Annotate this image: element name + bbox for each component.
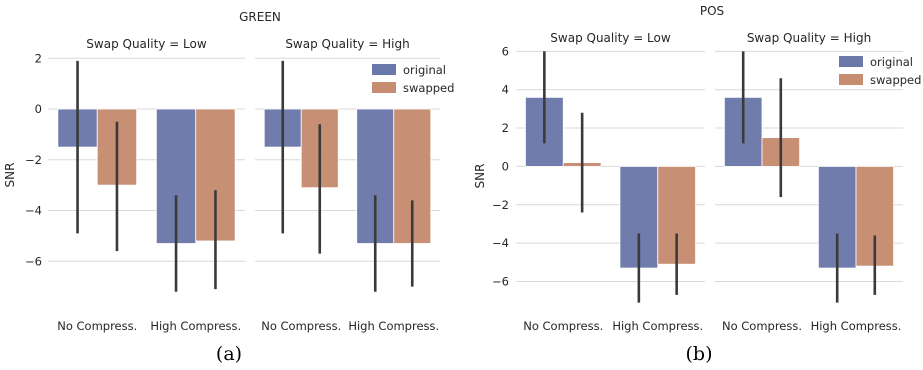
panel-low: Swap Quality = Low No Compress. High Compr… (48, 37, 245, 333)
y-tick-label: −6 (25, 254, 42, 268)
y-tick-label: 2 (502, 121, 509, 135)
panel-title: Swap Quality = Low (86, 37, 207, 51)
legend-label-original: original (403, 63, 446, 77)
y-tick-label: −6 (492, 274, 509, 288)
chart-title: POS (700, 4, 724, 18)
y-tick-label: −2 (25, 153, 42, 167)
chart-title: GREEN (239, 10, 281, 24)
panel-high: Swap Quality = High No Compress. High Comp… (255, 37, 454, 333)
x-tick-label: No Compress. (722, 319, 802, 333)
y-tick-label: −4 (25, 204, 42, 218)
legend-swatch-swapped (372, 82, 396, 93)
legend: original swapped (372, 63, 454, 95)
y-axis-label: SNR (3, 163, 17, 188)
panel-high: Swap Quality = High No Compress. High Comp… (715, 31, 921, 333)
y-tick-label: −2 (492, 198, 509, 212)
legend-label-original: original (870, 55, 913, 69)
panel-title: Swap Quality = High (285, 37, 409, 51)
legend-swatch-original (372, 64, 396, 75)
y-tick-label: 0 (35, 102, 42, 116)
legend-label-swapped: swapped (870, 73, 921, 87)
y-tick-label: 4 (502, 83, 509, 97)
panel-title: Swap Quality = High (747, 31, 871, 45)
y-tick-label: −4 (492, 236, 509, 250)
x-tick-label: High Compress. (150, 319, 241, 333)
panel-low: Swap Quality = Low No Compress. High Compr… (516, 31, 705, 333)
legend-label-swapped: swapped (403, 81, 454, 95)
x-tick-label: No Compress. (523, 319, 603, 333)
x-tick-label: No Compress. (57, 319, 137, 333)
x-tick-label: No Compress. (261, 319, 341, 333)
legend-swatch-swapped (839, 74, 863, 85)
legend-swatch-original (839, 56, 863, 67)
legend: original swapped (839, 55, 921, 87)
figure-caption: (a) (216, 343, 242, 365)
figure-caption: (b) (686, 343, 713, 365)
chart-green: GREEN SNR 2 0 −2 −4 −6 Swap Quality = Low No Com… (3, 10, 454, 365)
panel-title: Swap Quality = Low (550, 31, 671, 45)
x-tick-label: High Compress. (612, 319, 703, 333)
x-tick-label: High Compress. (348, 319, 439, 333)
x-tick-label: High Compress. (811, 319, 902, 333)
chart-pos: POS SNR 6 4 2 0 −2 −4 −6 Swap Quality = Low No Com… (473, 4, 921, 365)
y-tick-label: 6 (502, 44, 509, 58)
y-tick-label: 2 (35, 51, 42, 65)
y-axis-label: SNR (473, 164, 487, 189)
y-tick-label: 0 (502, 159, 509, 173)
